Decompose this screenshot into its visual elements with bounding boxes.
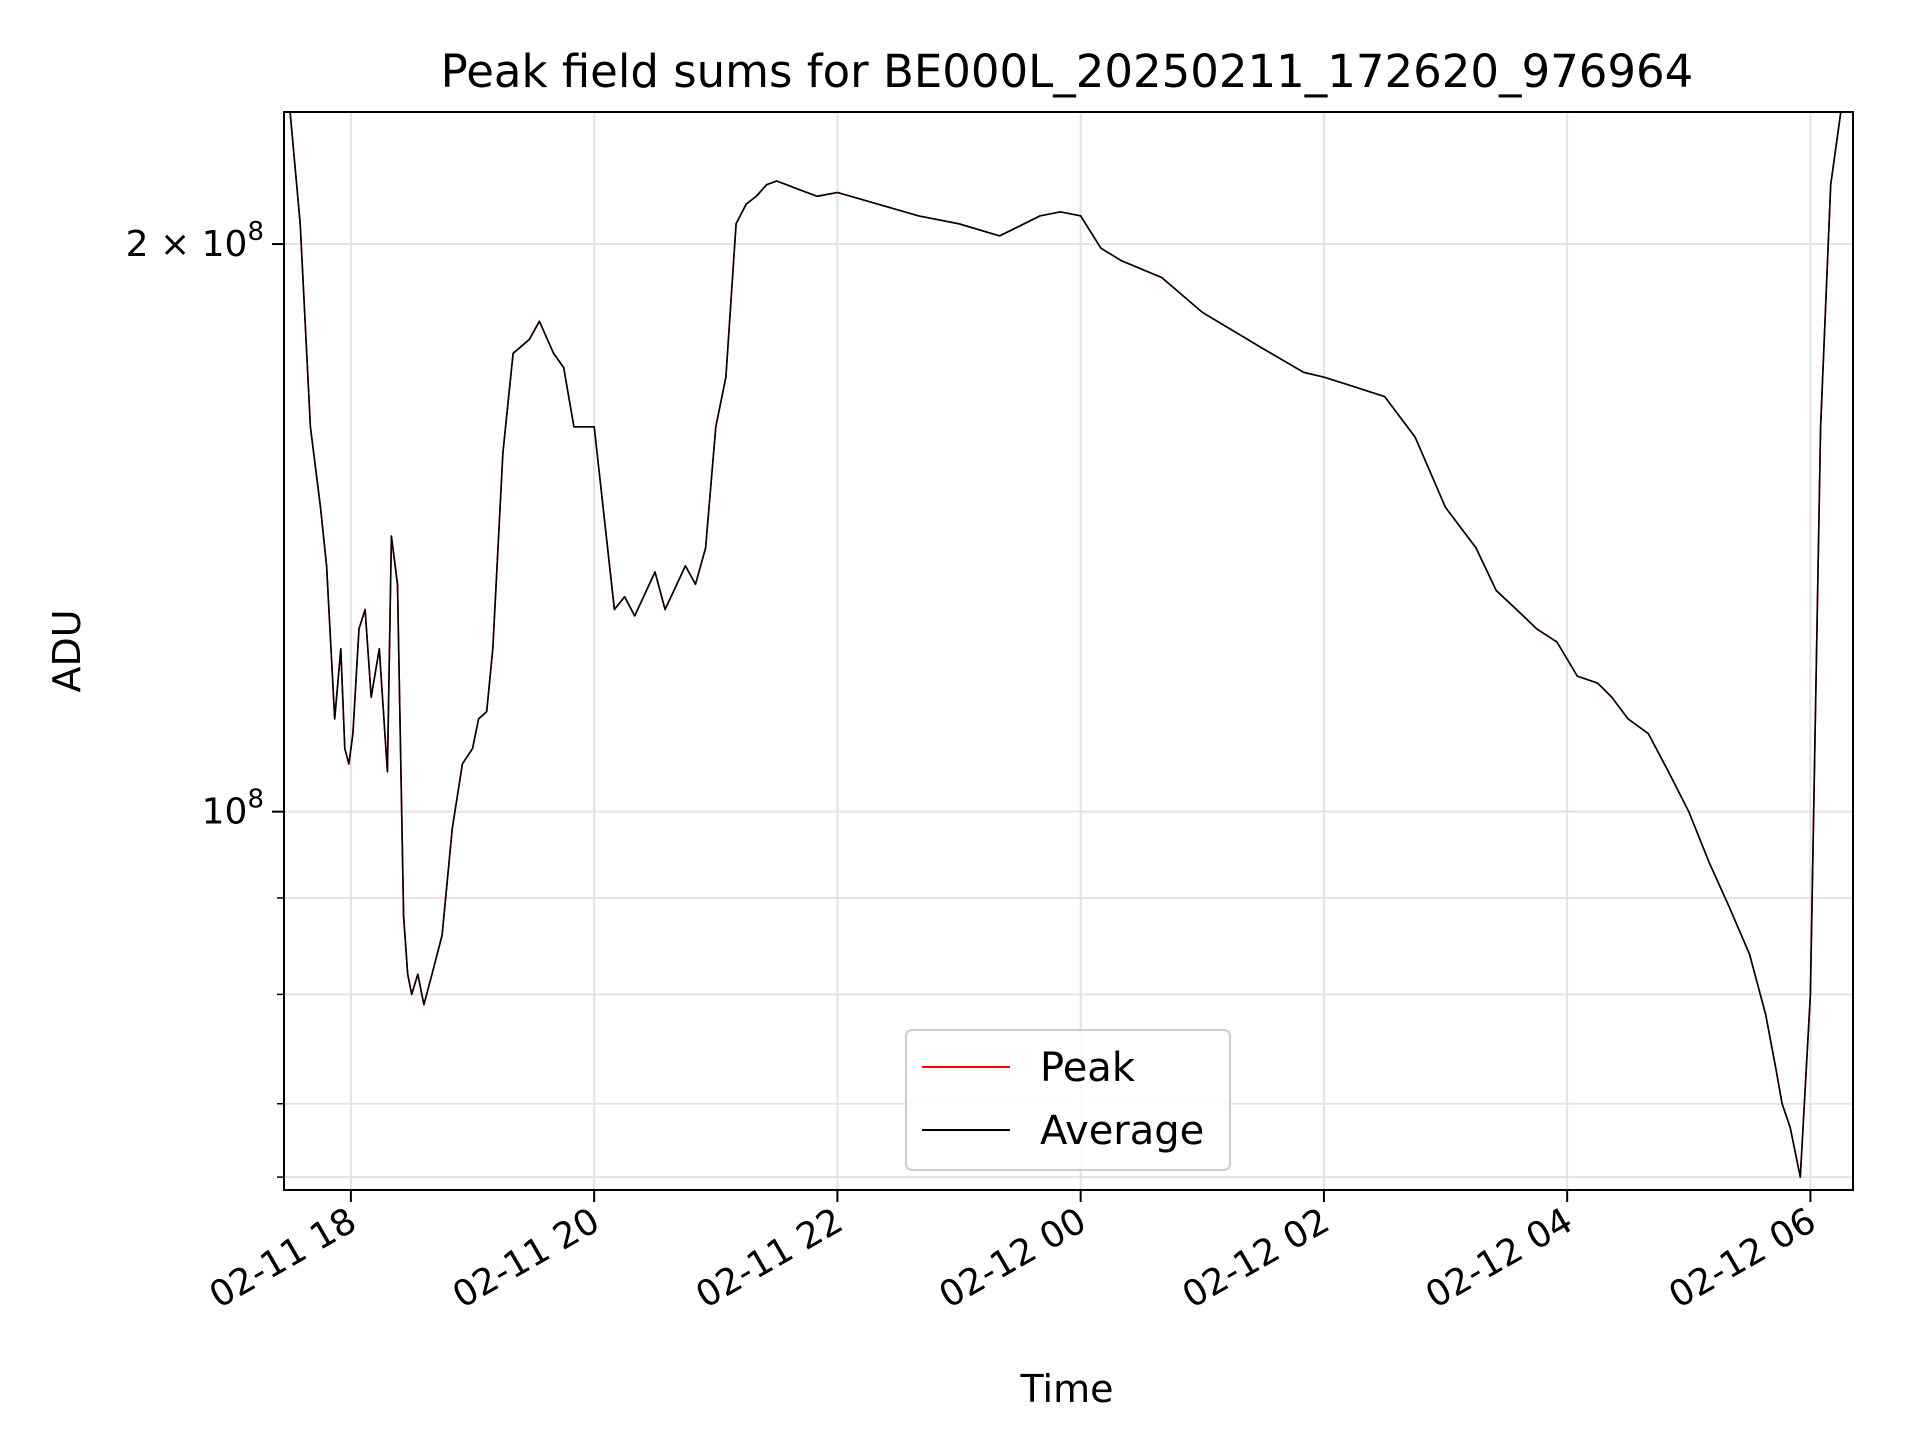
series-line-average (289, 112, 1842, 1178)
y-tick-exponent: 8 (247, 217, 264, 247)
y-tick-label: 2 × 108 (126, 217, 264, 265)
y-tick-exponent: 8 (247, 785, 264, 815)
y-tick-base: 10 (202, 224, 248, 265)
series-layer (289, 112, 1842, 1178)
legend-label-average: Average (1040, 1108, 1204, 1154)
legend: Peak Average (905, 1029, 1231, 1171)
legend-label-peak: Peak (1040, 1045, 1136, 1091)
y-tick-mantissa: 2 × (126, 224, 202, 265)
chart-title: Peak field sums for BE000L_20250211_1726… (441, 45, 1694, 98)
y-tick-base: 10 (202, 792, 248, 833)
x-axis-label: Time (1020, 1367, 1114, 1411)
legend-box (905, 1029, 1231, 1171)
plot-frame (283, 111, 1854, 1191)
y-axis-label: ADU (45, 609, 89, 692)
y-tick-label: 108 (202, 785, 264, 833)
